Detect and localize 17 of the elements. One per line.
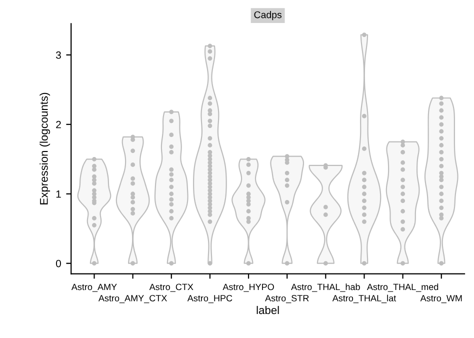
x-tick-label: Astro_HYPO: [222, 284, 274, 292]
x-tick-label: Astro_AMY: [71, 284, 117, 292]
x-tick-label: Astro_CTX: [149, 284, 194, 292]
y-tick-label: 3: [56, 51, 61, 59]
y-tick-label: 0: [56, 260, 61, 268]
chart-title: Cadps: [254, 11, 282, 20]
x-axis-title: label: [256, 306, 279, 314]
y-tick-label: 1: [56, 190, 61, 198]
x-tick-label: Astro_THAL_med: [366, 284, 438, 292]
y-axis-title: Expression (logcounts): [40, 92, 50, 204]
y-tick-label: 2: [56, 120, 61, 128]
x-tick-label: Astro_STR: [265, 294, 309, 304]
x-tick-label: Astro_AMY_CTX: [98, 294, 167, 304]
x-tick-label: Astro_THAL_lat: [332, 294, 396, 304]
x-tick-label: Astro_THAL_hab: [291, 284, 360, 292]
x-tick-label: Astro_WM: [420, 295, 462, 304]
x-tick-label: Astro_HPC: [187, 294, 232, 304]
